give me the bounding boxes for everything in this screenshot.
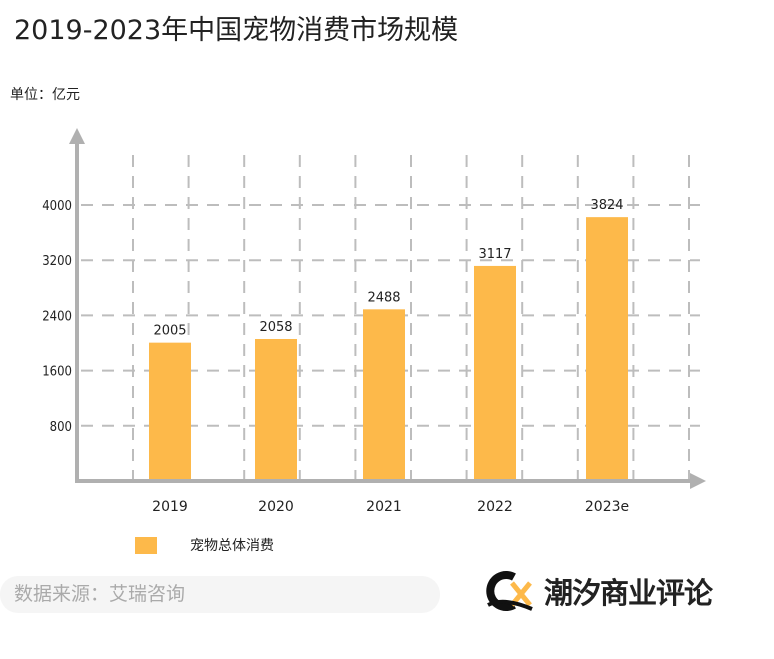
logo: 潮汐商业评论 bbox=[484, 570, 713, 612]
y-tick-label: 800 bbox=[50, 420, 72, 435]
x-axis-arrow-icon bbox=[690, 473, 706, 489]
x-tick-label: 2022 bbox=[477, 499, 513, 515]
x-tick-label: 2020 bbox=[258, 499, 294, 515]
legend-label: 宠物总体消费 bbox=[190, 538, 274, 554]
data-label: 3117 bbox=[478, 247, 511, 262]
y-tick-label: 3200 bbox=[42, 254, 72, 269]
bar bbox=[363, 309, 405, 479]
logo-mark-icon bbox=[486, 571, 533, 611]
legend: 宠物总体消费 bbox=[135, 535, 274, 555]
legend-swatch bbox=[135, 536, 157, 554]
bar bbox=[149, 342, 191, 479]
bar-chart: 800 1600 2400 3200 4000 2005 2019 2058 2020 2488 2… bbox=[42, 128, 706, 515]
bar bbox=[255, 338, 297, 479]
data-label: 2005 bbox=[153, 324, 186, 339]
bar bbox=[474, 265, 516, 479]
x-tick-label: 2019 bbox=[152, 499, 188, 515]
y-tick-label: 1600 bbox=[42, 365, 72, 380]
data-label: 2058 bbox=[259, 320, 292, 335]
y-axis-arrow-icon bbox=[69, 128, 85, 144]
data-label: 3824 bbox=[590, 198, 623, 213]
chart-title: 2019-2023年中国宠物消费市场规模 bbox=[14, 15, 459, 46]
data-label: 2488 bbox=[367, 290, 400, 305]
y-tick-label: 4000 bbox=[42, 199, 72, 214]
x-tick-label: 2023e bbox=[585, 499, 629, 515]
bar bbox=[586, 217, 628, 480]
logo-text: 潮汐商业评论 bbox=[544, 576, 713, 610]
source-note: 数据来源：艾瑞咨询 bbox=[0, 576, 440, 613]
y-tick-label: 2400 bbox=[42, 309, 72, 324]
unit-label: 单位：亿元 bbox=[10, 87, 80, 103]
x-tick-label: 2021 bbox=[366, 499, 402, 515]
